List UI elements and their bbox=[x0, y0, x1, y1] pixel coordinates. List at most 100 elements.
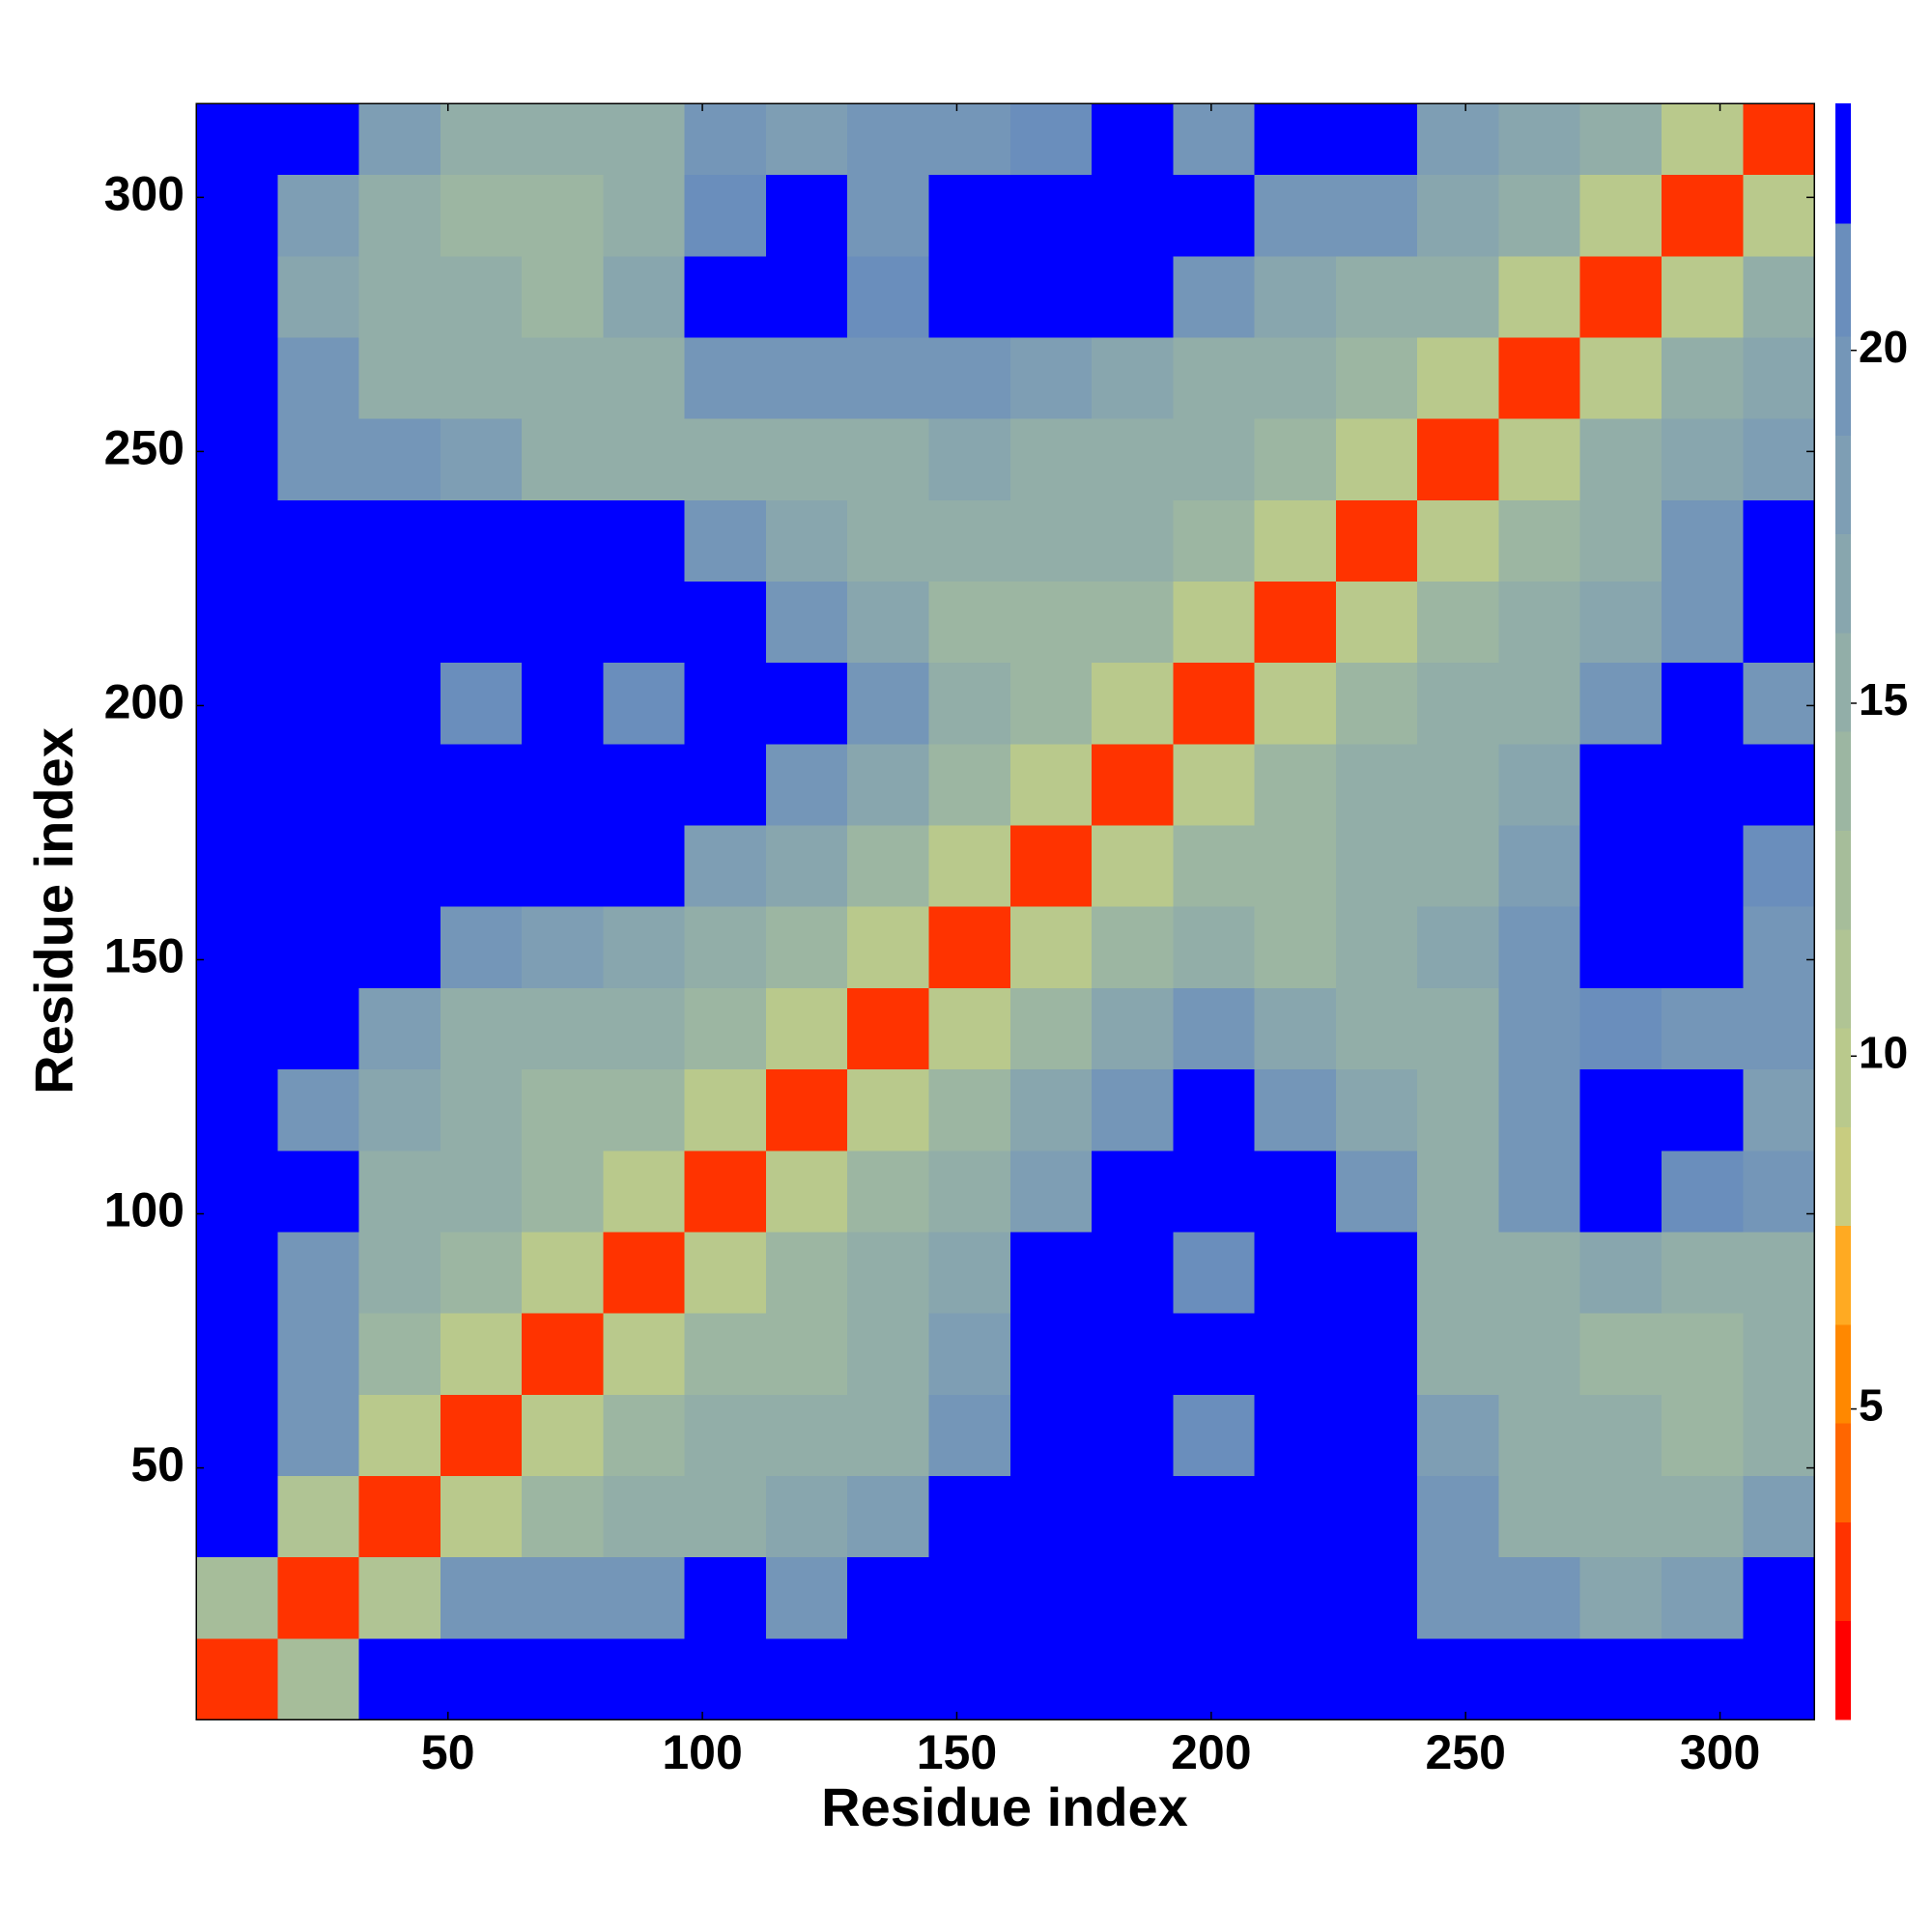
heatmap-cell bbox=[847, 174, 929, 257]
heatmap-cell bbox=[277, 1150, 360, 1233]
heatmap-cell bbox=[196, 1637, 278, 1720]
heatmap-cell bbox=[358, 1394, 441, 1476]
heatmap-cell bbox=[196, 1231, 278, 1314]
heatmap-cell bbox=[1743, 255, 1815, 338]
colorbar-band bbox=[1835, 1620, 1851, 1720]
heatmap-cell bbox=[1579, 337, 1662, 419]
heatmap-cell bbox=[440, 906, 523, 988]
heatmap-cell bbox=[847, 1313, 929, 1395]
heatmap-cell bbox=[522, 337, 604, 419]
heatmap-cell bbox=[440, 1556, 523, 1639]
heatmap-cell bbox=[522, 906, 604, 988]
heatmap-cell bbox=[1579, 987, 1662, 1070]
heatmap-cell bbox=[196, 825, 278, 907]
heatmap-cell bbox=[928, 906, 1011, 988]
heatmap-cell bbox=[358, 906, 441, 988]
heatmap-cell bbox=[603, 1150, 686, 1233]
heatmap-cell bbox=[1579, 906, 1662, 988]
heatmap-cell bbox=[1661, 743, 1744, 826]
heatmap-cell bbox=[1335, 987, 1418, 1070]
heatmap-cell bbox=[684, 906, 767, 988]
heatmap-cell bbox=[196, 1394, 278, 1476]
heatmap-cell bbox=[684, 1231, 767, 1314]
heatmap-cell bbox=[1009, 743, 1093, 826]
heatmap-cell bbox=[277, 906, 360, 988]
heatmap-cell bbox=[196, 255, 278, 338]
heatmap-cell bbox=[440, 825, 523, 907]
heatmap-cell bbox=[196, 987, 278, 1070]
heatmap-cell bbox=[1417, 1068, 1499, 1151]
heatmap-cell bbox=[440, 662, 523, 745]
heatmap-cell bbox=[684, 662, 767, 745]
heatmap-cell bbox=[684, 825, 767, 907]
heatmap-cell bbox=[440, 1394, 523, 1476]
heatmap-cell bbox=[1173, 255, 1256, 338]
heatmap-cell bbox=[603, 418, 686, 500]
heatmap-cell bbox=[1335, 743, 1418, 826]
heatmap-cell bbox=[603, 825, 686, 907]
heatmap-cell bbox=[1254, 337, 1337, 419]
heatmap-cell bbox=[1498, 1231, 1581, 1314]
heatmap-cell bbox=[1335, 1394, 1418, 1476]
heatmap-cell bbox=[1173, 987, 1256, 1070]
heatmap-cell bbox=[765, 1068, 848, 1151]
heatmap-cell bbox=[928, 174, 1011, 257]
heatmap-cell bbox=[1009, 1394, 1093, 1476]
heatmap-cell bbox=[1498, 499, 1581, 582]
heatmap-cell bbox=[603, 581, 686, 664]
heatmap-cell bbox=[1335, 1231, 1418, 1314]
heatmap-cell bbox=[847, 1475, 929, 1558]
heatmap-cell bbox=[603, 743, 686, 826]
heatmap-cell bbox=[1092, 1475, 1174, 1558]
heatmap-cell bbox=[1335, 1637, 1418, 1720]
heatmap-cell bbox=[1335, 906, 1418, 988]
heatmap-cell bbox=[277, 1068, 360, 1151]
heatmap-cell bbox=[1009, 662, 1093, 745]
heatmap-cell bbox=[1498, 825, 1581, 907]
heatmap-cell bbox=[1743, 906, 1815, 988]
heatmap-cell bbox=[1092, 581, 1174, 664]
heatmap-cell bbox=[1254, 1475, 1337, 1558]
heatmap-cell bbox=[1743, 418, 1815, 500]
heatmap-cell bbox=[1335, 174, 1418, 257]
heatmap-cell bbox=[1498, 987, 1581, 1070]
heatmap-cell bbox=[1335, 337, 1418, 419]
heatmap-cell bbox=[196, 906, 278, 988]
heatmap-cell bbox=[1417, 418, 1499, 500]
heatmap-cell bbox=[522, 1637, 604, 1720]
heatmap-cell bbox=[1579, 1637, 1662, 1720]
heatmap-cell bbox=[603, 1068, 686, 1151]
heatmap-cell bbox=[277, 174, 360, 257]
heatmap-cell bbox=[1173, 743, 1256, 826]
y-tick-label: 250 bbox=[104, 421, 185, 475]
colorbar-band bbox=[1835, 336, 1851, 436]
heatmap-cell bbox=[1092, 255, 1174, 338]
heatmap-cell bbox=[684, 255, 767, 338]
heatmap-cell bbox=[1092, 906, 1174, 988]
heatmap-cell bbox=[765, 337, 848, 419]
colorbar-band bbox=[1835, 1225, 1851, 1325]
heatmap-cell bbox=[1579, 174, 1662, 257]
heatmap-cell bbox=[1579, 1313, 1662, 1395]
heatmap-cell bbox=[1335, 1475, 1418, 1558]
heatmap-cell bbox=[603, 1475, 686, 1558]
heatmap-cell bbox=[928, 499, 1011, 582]
heatmap-cell bbox=[1092, 1231, 1174, 1314]
heatmap-cell bbox=[1092, 1313, 1174, 1395]
heatmap-cell bbox=[1417, 906, 1499, 988]
heatmap-cell bbox=[684, 743, 767, 826]
heatmap-cell bbox=[196, 1313, 278, 1395]
heatmap-cell bbox=[1579, 1068, 1662, 1151]
heatmap-cell bbox=[928, 1068, 1011, 1151]
heatmap-cell bbox=[765, 1394, 848, 1476]
heatmap-cell bbox=[522, 825, 604, 907]
heatmap-cell bbox=[765, 1313, 848, 1395]
heatmap-cell bbox=[277, 499, 360, 582]
heatmap-cell bbox=[277, 1475, 360, 1558]
colorbar-band bbox=[1835, 1521, 1851, 1622]
heatmap-cell bbox=[1335, 825, 1418, 907]
heatmap-cell bbox=[522, 418, 604, 500]
heatmap-cell bbox=[440, 743, 523, 826]
heatmap-cell bbox=[847, 581, 929, 664]
heatmap-cell bbox=[1254, 1231, 1337, 1314]
